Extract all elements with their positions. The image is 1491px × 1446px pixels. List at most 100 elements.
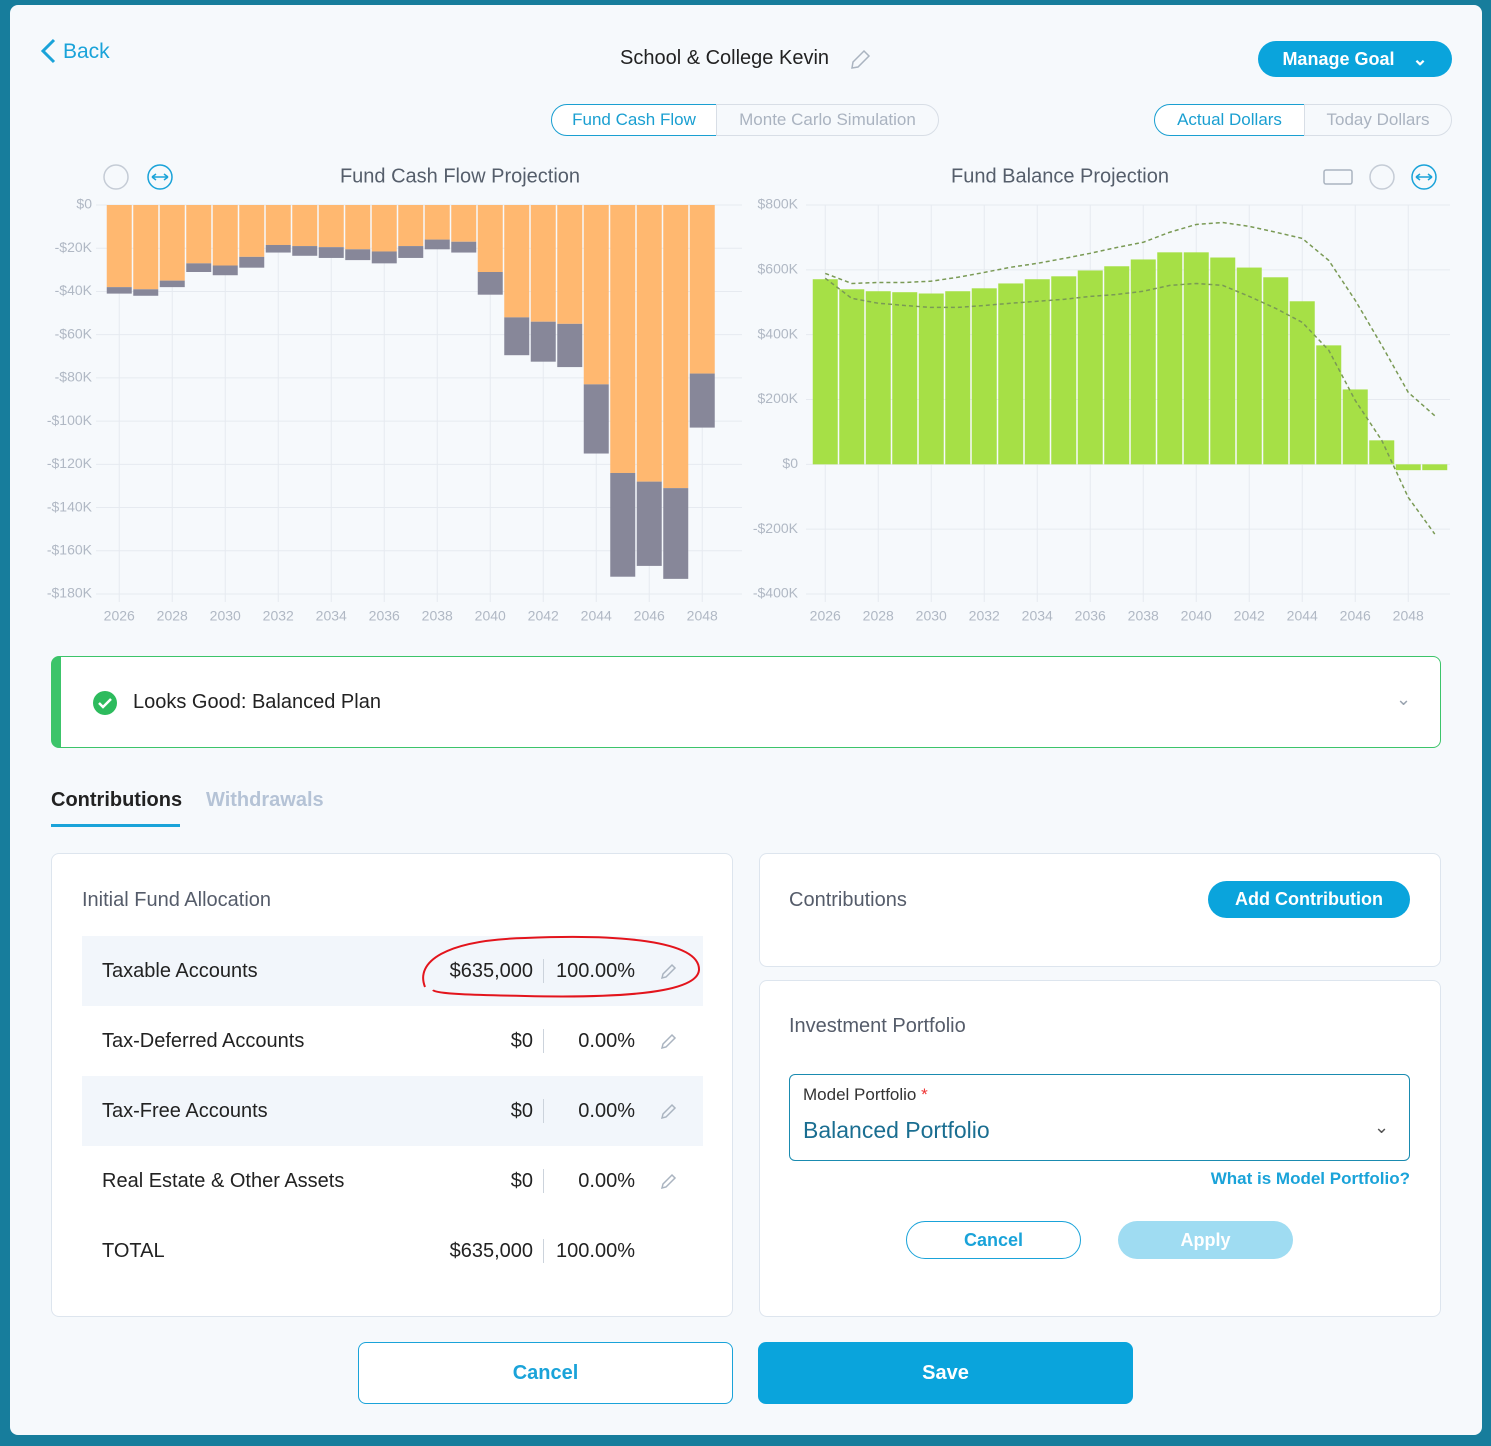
bar xyxy=(1183,252,1209,465)
portfolio-select[interactable] xyxy=(789,1074,1410,1161)
bar xyxy=(998,283,1024,465)
bar xyxy=(636,481,662,566)
manage-goal-button[interactable]: Manage Goal ⌄ xyxy=(1258,41,1452,77)
x-tick-label: 2028 xyxy=(157,608,188,624)
back-icon[interactable] xyxy=(40,38,56,64)
bar xyxy=(292,205,318,247)
x-tick-label: 2046 xyxy=(634,608,665,624)
toggle-option[interactable]: Monte Carlo Simulation xyxy=(716,104,939,136)
bar xyxy=(239,256,265,268)
bar xyxy=(477,271,503,295)
bar xyxy=(610,472,636,577)
x-tick-label: 2048 xyxy=(1393,608,1424,624)
select-value: Balanced Portfolio xyxy=(803,1117,990,1143)
bar xyxy=(133,289,159,296)
expand-icon[interactable] xyxy=(147,164,173,190)
x-tick-label: 2036 xyxy=(369,608,400,624)
apply-button[interactable]: Apply xyxy=(1118,1221,1293,1259)
edit-icon[interactable] xyxy=(851,49,871,69)
bar xyxy=(106,205,132,288)
panel-title: Contributions xyxy=(789,889,907,911)
bar xyxy=(1024,279,1050,465)
row-percent: 0.00% xyxy=(578,1170,635,1192)
edit-icon[interactable] xyxy=(660,1172,678,1190)
y-tick-label: $600K xyxy=(758,261,799,277)
bar xyxy=(398,205,424,247)
bar xyxy=(265,205,291,245)
x-tick-label: 2036 xyxy=(1075,608,1106,624)
bar xyxy=(159,205,185,281)
bar xyxy=(636,205,662,482)
bar xyxy=(371,205,397,252)
cancel-button[interactable]: Cancel xyxy=(358,1342,733,1404)
tab[interactable]: Withdrawals xyxy=(206,789,324,811)
bar xyxy=(265,244,291,253)
tab-active[interactable]: Contributions xyxy=(51,789,183,811)
bar xyxy=(186,205,212,264)
x-tick-label: 2042 xyxy=(528,608,559,624)
bar xyxy=(106,287,132,294)
chart-title: Fund Cash Flow Projection xyxy=(340,165,580,187)
x-tick-label: 2038 xyxy=(422,608,453,624)
panel-title: Investment Portfolio xyxy=(789,1015,966,1037)
x-tick-label: 2034 xyxy=(316,608,347,624)
bar xyxy=(159,280,185,288)
bar xyxy=(1289,301,1315,465)
bar xyxy=(1157,252,1183,465)
bar xyxy=(451,205,477,242)
bar xyxy=(971,288,997,465)
bar xyxy=(892,292,918,465)
toggle-option[interactable]: Today Dollars xyxy=(1304,104,1452,136)
y-tick-label: -$20K xyxy=(55,239,93,255)
reset-icon[interactable] xyxy=(103,164,129,190)
toggle-option[interactable]: Actual Dollars xyxy=(1154,104,1305,136)
bar xyxy=(212,265,238,276)
bar xyxy=(1077,270,1103,465)
annotation-circle xyxy=(422,935,701,998)
x-tick-label: 2026 xyxy=(104,608,135,624)
row-amount: $0 xyxy=(510,1030,533,1052)
toggle-option[interactable]: Fund Cash Flow xyxy=(551,104,717,136)
save-button[interactable]: Save xyxy=(758,1342,1133,1404)
x-tick-label: 2040 xyxy=(475,608,506,624)
charts: Fund Cash Flow Projection $0 -$20K -$40K -$6… xyxy=(40,38,1450,624)
x-tick-label: 2046 xyxy=(1340,608,1371,624)
back-link[interactable]: Back xyxy=(63,40,110,63)
bar xyxy=(945,291,971,465)
edit-icon[interactable] xyxy=(660,1102,678,1120)
bar xyxy=(1263,277,1289,465)
x-tick-label: 2044 xyxy=(581,608,612,624)
expand-icon[interactable] xyxy=(1411,164,1437,190)
y-tick-label: $800K xyxy=(758,196,799,212)
legend-icon[interactable] xyxy=(1323,169,1353,185)
y-tick-label: -$400K xyxy=(753,585,799,601)
status-banner[interactable]: Looks Good: Balanced Plan ⌄ xyxy=(51,656,1441,748)
bar xyxy=(1342,389,1368,465)
bar xyxy=(504,205,530,318)
y-tick-label: $400K xyxy=(758,325,799,341)
row-percent: 0.00% xyxy=(578,1030,635,1052)
bar xyxy=(1395,464,1421,471)
bar xyxy=(583,384,609,454)
bar xyxy=(212,205,238,266)
y-tick-label: -$180K xyxy=(47,585,93,601)
required-mark: * xyxy=(921,1085,928,1104)
add-contribution-button[interactable]: Add Contribution xyxy=(1208,881,1410,918)
chart-title: Fund Balance Projection xyxy=(951,165,1169,187)
panel-title: Initial Fund Allocation xyxy=(82,889,272,911)
edit-icon[interactable] xyxy=(660,1032,678,1050)
help-link[interactable]: What is Model Portfolio? xyxy=(1210,1169,1410,1188)
row-label: Real Estate & Other Assets xyxy=(102,1170,345,1192)
reset-icon[interactable] xyxy=(1369,164,1395,190)
cancel-button[interactable]: Cancel xyxy=(906,1221,1081,1259)
bar xyxy=(451,241,477,253)
bar xyxy=(318,205,344,248)
bar xyxy=(239,205,265,257)
row-percent: 100.00% xyxy=(556,1240,635,1262)
chevron: ⌄ xyxy=(1412,48,1428,69)
x-tick-label: 2032 xyxy=(969,608,1000,624)
x-tick-label: 2042 xyxy=(1234,608,1265,624)
x-tick-label: 2034 xyxy=(1022,608,1053,624)
edit-icon[interactable] xyxy=(660,962,678,980)
